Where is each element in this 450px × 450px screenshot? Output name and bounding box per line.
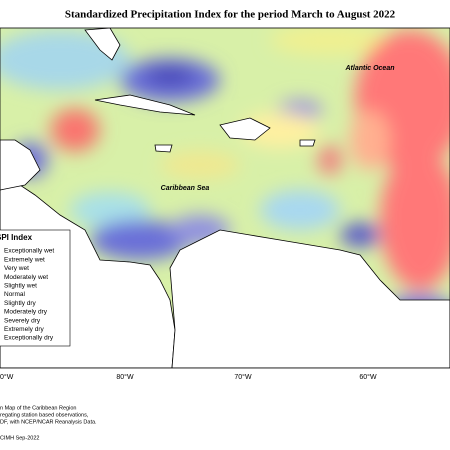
legend-item: Moderately dry: [4, 309, 48, 316]
longitude-label: 0°W: [0, 373, 14, 381]
longitude-label: 60°W: [359, 373, 377, 381]
legend-item: Normal: [4, 291, 26, 298]
footer: CIMH Sep-2022 n Map of the Caribbean Reg…: [0, 405, 97, 441]
legend-item: Exceptionally wet: [4, 248, 54, 255]
legend-item: Extremely dry: [4, 326, 44, 333]
longitude-label: 70°W: [234, 373, 252, 381]
credit: CIMH Sep-2022: [0, 435, 39, 441]
legend-item: Slightly wet: [4, 283, 37, 290]
legend-item: Extremely wet: [4, 256, 45, 263]
legend-item: Moderately wet: [4, 274, 48, 281]
footer-line: DF, with NCEP/NCAR Reanalysis Data.: [0, 419, 97, 425]
ocean-label: Atlantic Ocean: [344, 65, 394, 72]
sea-label: Caribbean Sea: [161, 185, 210, 192]
longitude-label: 80°W: [116, 373, 134, 381]
footer-line: n Map of the Caribbean Region: [0, 405, 76, 411]
legend-item: Exceptionally dry: [4, 335, 54, 342]
legend-item: Very wet: [4, 265, 29, 272]
legend-item: Slightly dry: [4, 300, 37, 307]
footer-line: regating station based observations,: [0, 412, 89, 418]
longitude-labels: 0°W 80°W 70°W 60°W: [0, 373, 377, 381]
legend-title: SPI Index: [0, 233, 33, 242]
legend-box: [0, 229, 71, 347]
title: Standardized Precipitation Index for the…: [65, 9, 396, 21]
legend-item: Severely dry: [4, 317, 41, 324]
map-frame: [0, 27, 450, 369]
spi-field: [0, 28, 450, 368]
